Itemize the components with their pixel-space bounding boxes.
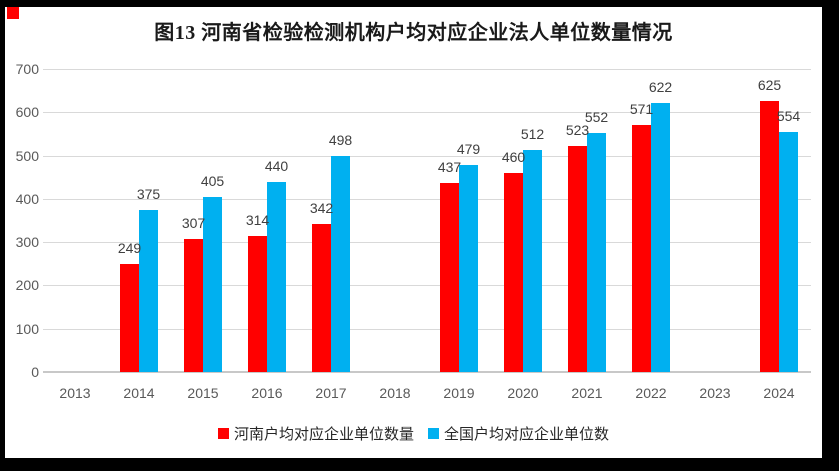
x-tick-label: 2021 <box>571 385 603 401</box>
value-label-henan-2022: 571 <box>629 100 654 117</box>
value-label-henan-2016: 314 <box>245 212 270 229</box>
value-label-national-2015: 405 <box>200 172 225 189</box>
x-tick-label: 2020 <box>507 385 539 401</box>
bar-henan-2022 <box>632 124 651 372</box>
bar-henan-2014 <box>120 264 139 372</box>
value-label-national-2020: 512 <box>520 126 545 143</box>
value-label-henan-2020: 460 <box>501 148 526 165</box>
y-tick-label: 0 <box>31 364 39 380</box>
x-tick-label: 2013 <box>59 385 91 401</box>
bar-national-2014 <box>139 209 158 372</box>
henan-legend-label: 河南户均对应企业单位数量 <box>233 426 414 443</box>
chart-panel: 图13 河南省检验检测机构户均对应企业法人单位数量情况 河南户均对应企业单位数量… <box>5 7 822 458</box>
gridline <box>43 198 811 200</box>
value-label-national-2021: 552 <box>584 109 609 126</box>
y-tick-label: 300 <box>15 234 39 251</box>
gridline <box>43 155 811 157</box>
bar-henan-2016 <box>248 236 267 372</box>
henan-legend-swatch-icon <box>217 428 229 439</box>
x-tick-label: 2015 <box>187 385 219 401</box>
gridline <box>43 112 811 114</box>
value-label-henan-2021: 523 <box>565 121 590 138</box>
x-tick-label: 2023 <box>699 385 731 401</box>
bar-henan-2019 <box>440 182 459 372</box>
x-tick-label: 2017 <box>315 385 347 401</box>
bar-national-2017 <box>331 156 350 372</box>
legend-item-henan: 河南户均对应企业单位数量 <box>217 423 414 444</box>
national-legend-label: 全国户均对应企业单位数 <box>444 426 610 443</box>
gridline <box>43 242 811 244</box>
gridline <box>43 285 811 287</box>
y-tick-label: 400 <box>15 190 39 207</box>
bar-henan-2017 <box>312 223 331 372</box>
gridline <box>43 69 811 70</box>
value-label-national-2019: 479 <box>456 140 481 157</box>
value-label-henan-2019: 437 <box>437 158 462 175</box>
x-tick-label: 2014 <box>123 385 155 401</box>
value-label-henan-2017: 342 <box>309 199 334 216</box>
value-label-national-2017: 498 <box>328 132 353 149</box>
value-label-national-2024: 554 <box>776 108 801 125</box>
x-tick-label: 2019 <box>443 385 475 401</box>
bar-national-2021 <box>587 133 606 372</box>
value-label-national-2016: 440 <box>264 157 289 174</box>
bar-henan-2015 <box>184 239 203 372</box>
bar-national-2024 <box>779 132 798 372</box>
y-tick-label: 100 <box>15 320 39 337</box>
bar-national-2019 <box>459 164 478 372</box>
x-tick-label: 2024 <box>763 385 795 401</box>
bar-national-2020 <box>523 150 542 372</box>
bar-henan-2020 <box>504 172 523 372</box>
value-label-henan-2015: 307 <box>181 215 206 232</box>
x-tick-label: 2018 <box>379 385 411 401</box>
bar-national-2016 <box>267 181 286 372</box>
red-marker-icon <box>7 7 19 19</box>
legend: 河南户均对应企业单位数量 全国户均对应企业单位数 <box>5 423 822 444</box>
bar-national-2015 <box>203 196 222 372</box>
bar-henan-2021 <box>568 145 587 372</box>
y-tick-label: 200 <box>15 277 39 294</box>
legend-item-national: 全国户均对应企业单位数 <box>428 423 609 444</box>
bar-henan-2024 <box>760 101 779 372</box>
x-tick-label: 2022 <box>635 385 667 401</box>
x-tick-label: 2016 <box>251 385 283 401</box>
y-tick-label: 600 <box>15 104 39 121</box>
value-label-national-2022: 622 <box>648 78 673 95</box>
bar-national-2022 <box>651 102 670 372</box>
national-legend-swatch-icon <box>428 428 439 439</box>
value-label-henan-2014: 249 <box>117 240 142 257</box>
value-label-national-2014: 375 <box>136 185 161 202</box>
y-tick-label: 500 <box>15 147 39 164</box>
chart-title: 图13 河南省检验检测机构户均对应企业法人单位数量情况 <box>154 22 673 44</box>
x-axis-line <box>43 371 811 373</box>
gridline <box>43 328 811 330</box>
value-label-henan-2024: 625 <box>757 77 782 94</box>
y-tick-label: 700 <box>15 61 39 77</box>
